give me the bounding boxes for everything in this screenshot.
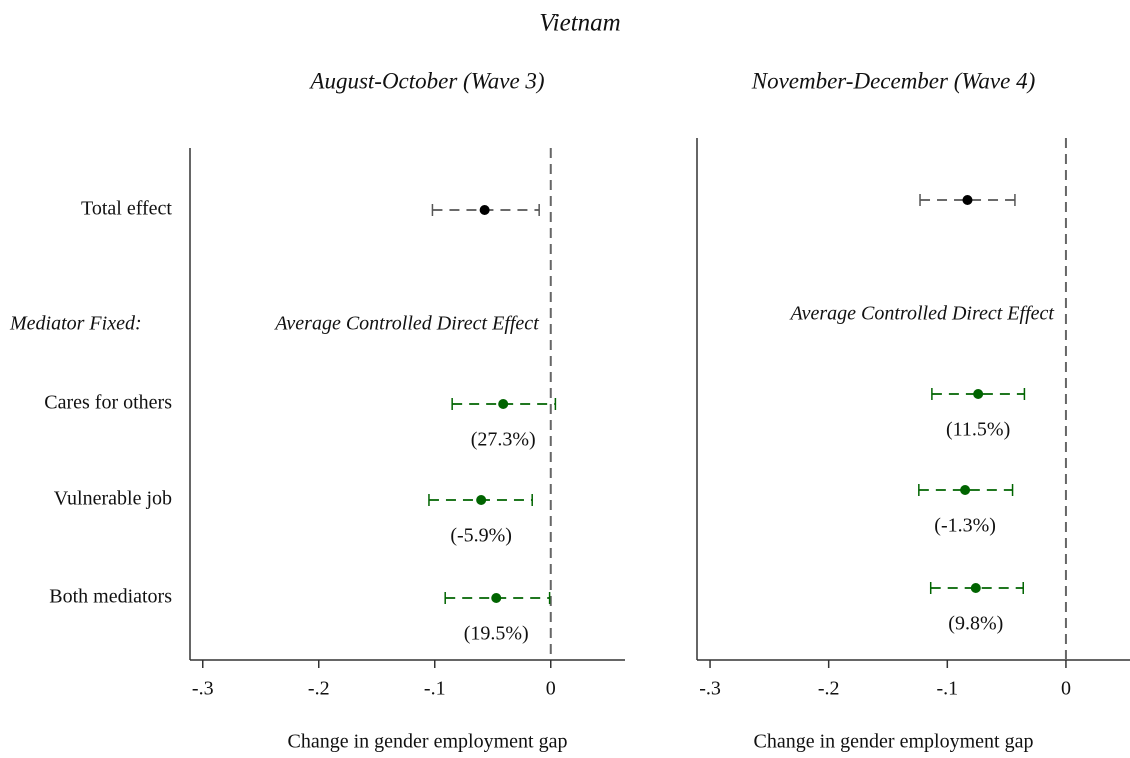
x-tick-label: 0 [1061,678,1071,700]
row-label: Vulnerable job [54,488,172,510]
row-label: Cares for others [44,392,172,414]
panel-subtitle: November-December (Wave 4) [751,68,1036,93]
mediation-share: (11.5%) [946,419,1010,441]
point [491,593,502,603]
point [960,485,971,495]
x-tick-label: -.2 [308,678,330,700]
row-label: Both mediators [49,586,172,608]
row-label: Total effect [81,198,172,220]
section-label: Mediator Fixed: [9,313,142,335]
chart-title: Vietnam [539,10,620,37]
mediation-share: (-5.9%) [450,525,512,547]
x-axis-label: Change in gender employment gap [288,731,568,753]
point [962,195,973,205]
x-tick-label: -.1 [424,678,446,700]
x-axis-label: Change in gender employment gap [754,731,1034,753]
point [973,389,984,399]
section-note: Average Controlled Direct Effect [273,313,539,335]
mediation-share: (27.3%) [471,429,536,451]
x-tick-label: -.3 [192,678,214,700]
point [476,495,487,505]
x-tick-label: -.1 [936,678,958,700]
point [498,399,509,409]
panel-subtitle: August-October (Wave 3) [308,68,544,93]
x-tick-label: -.3 [699,678,721,700]
point [479,205,490,215]
mediation-share: (-1.3%) [934,515,996,537]
point [970,583,981,593]
mediation-share: (19.5%) [464,623,529,645]
mediation-share: (9.8%) [948,613,1003,635]
x-tick-label: -.2 [818,678,840,700]
x-tick-label: 0 [546,678,556,700]
section-note: Average Controlled Direct Effect [788,303,1054,325]
